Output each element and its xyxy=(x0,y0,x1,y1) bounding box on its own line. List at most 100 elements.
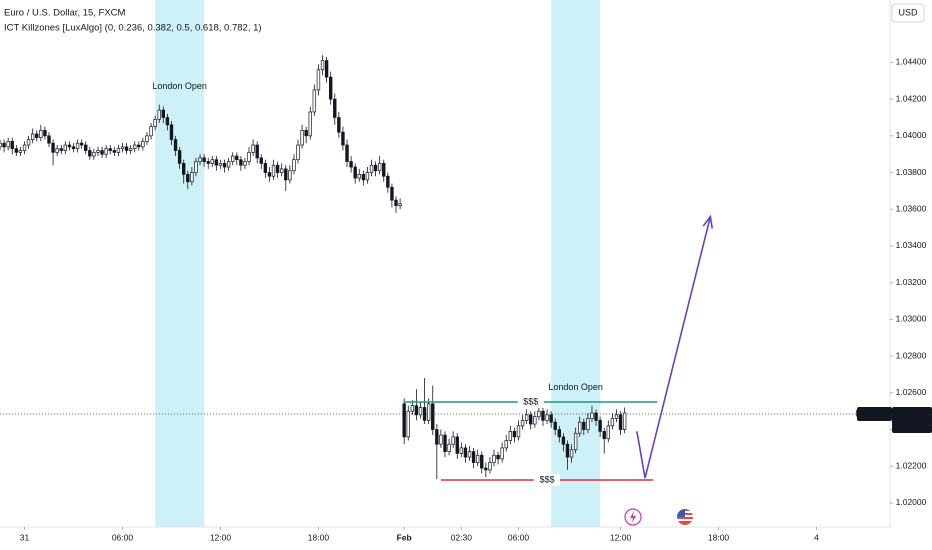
candle-body xyxy=(10,140,14,150)
killzone xyxy=(155,0,205,527)
candle-body xyxy=(271,164,276,177)
symbol-tag xyxy=(857,406,892,421)
candle-body xyxy=(275,164,280,173)
candle-body xyxy=(369,164,374,173)
flag-canton xyxy=(677,509,685,517)
x-tick-label: 06:00 xyxy=(508,532,530,542)
candle-body xyxy=(108,148,112,151)
candle-body xyxy=(255,144,259,159)
candle-body xyxy=(328,76,333,100)
candle-body xyxy=(18,150,23,153)
candle-body xyxy=(341,131,345,146)
candle-body xyxy=(520,420,525,427)
candle-body xyxy=(63,144,68,151)
candle-body xyxy=(614,414,619,419)
candle-body xyxy=(116,148,121,153)
candle-body xyxy=(594,412,598,421)
candle-body xyxy=(455,436,459,454)
candle-body xyxy=(296,144,300,161)
candle-body xyxy=(141,140,145,148)
currency-button[interactable] xyxy=(891,3,925,23)
candle-body xyxy=(92,152,96,157)
candle-body xyxy=(96,150,100,153)
x-tick-label: 02:30 xyxy=(451,532,473,542)
candle-body xyxy=(373,164,378,172)
candle-body xyxy=(124,146,129,151)
candle-body xyxy=(414,405,419,416)
candle-body xyxy=(161,109,166,118)
candle-body xyxy=(357,174,361,179)
candle-body xyxy=(529,414,533,425)
y-tick-label: 1.02600 xyxy=(896,387,927,397)
candle-body xyxy=(222,163,227,168)
candle-body xyxy=(398,203,402,206)
level-label: $$$ xyxy=(540,474,555,484)
y-tick-label: 1.03000 xyxy=(896,314,927,324)
candle-body xyxy=(55,148,59,153)
candle-body xyxy=(88,150,92,157)
candle-body xyxy=(165,117,170,126)
x-tick-label: 4 xyxy=(814,532,819,542)
candle-body xyxy=(504,440,508,449)
candle-body xyxy=(194,161,198,173)
candle-body xyxy=(39,129,43,139)
candle-body xyxy=(312,89,317,113)
candle-body xyxy=(308,111,312,137)
candle-body xyxy=(288,170,292,181)
candle-body xyxy=(394,199,398,206)
candle-body xyxy=(284,168,288,181)
candle-body xyxy=(606,425,611,440)
x-tick-label: 18:00 xyxy=(708,532,730,542)
candle-body xyxy=(569,449,574,458)
y-tick-label: 1.03600 xyxy=(896,204,927,214)
candle-body xyxy=(463,447,468,458)
candle-body xyxy=(259,157,263,164)
candle-body xyxy=(30,133,35,140)
candle-body xyxy=(586,418,590,430)
currency-label: USD xyxy=(898,7,918,17)
level-label-bg xyxy=(534,474,561,487)
candle-body xyxy=(316,69,321,91)
candle-body xyxy=(177,150,182,164)
candle-body xyxy=(377,163,382,172)
candle-body xyxy=(182,163,186,175)
candle-body xyxy=(263,163,268,173)
price-tag-label: 1.02485 xyxy=(896,408,929,418)
candle-body xyxy=(545,414,549,421)
candle-body xyxy=(541,410,545,421)
candle-body xyxy=(320,60,325,71)
y-tick-label: 1.03400 xyxy=(896,240,927,250)
candle-body xyxy=(79,142,84,146)
y-tick-label: 1.03200 xyxy=(896,277,927,287)
candle-body xyxy=(153,118,157,128)
y-tick-label: 1.03800 xyxy=(896,167,927,177)
candle-body xyxy=(365,172,370,181)
candle-body xyxy=(480,454,484,469)
candle-body xyxy=(71,146,76,150)
candle-body xyxy=(578,421,582,434)
candle-body xyxy=(133,144,137,150)
candle-body xyxy=(382,163,386,177)
candle-body xyxy=(333,98,337,118)
projection-arrow xyxy=(636,216,712,479)
x-tick-label: Feb xyxy=(397,532,412,542)
candle-body xyxy=(14,148,19,153)
candle-body xyxy=(471,451,476,463)
candle-body xyxy=(353,166,357,179)
plot: $$$ $$$ xyxy=(0,55,890,487)
candle-body xyxy=(210,159,214,164)
candle-body xyxy=(447,443,451,452)
candle-body xyxy=(292,159,296,172)
candle-body xyxy=(390,186,394,201)
indicator-label: ICT Killzones [LuxAlgo] (0, 0.236, 0.382… xyxy=(4,23,262,34)
candle-body xyxy=(218,163,223,166)
killzones: London Open London Open xyxy=(152,0,603,527)
candle-body xyxy=(251,144,255,153)
candle-body xyxy=(22,144,27,151)
candle-body xyxy=(467,451,472,458)
candle-body xyxy=(43,129,47,137)
candle-body xyxy=(565,443,570,458)
x-tick-label: 12:00 xyxy=(610,532,632,542)
candle-body xyxy=(549,414,553,423)
